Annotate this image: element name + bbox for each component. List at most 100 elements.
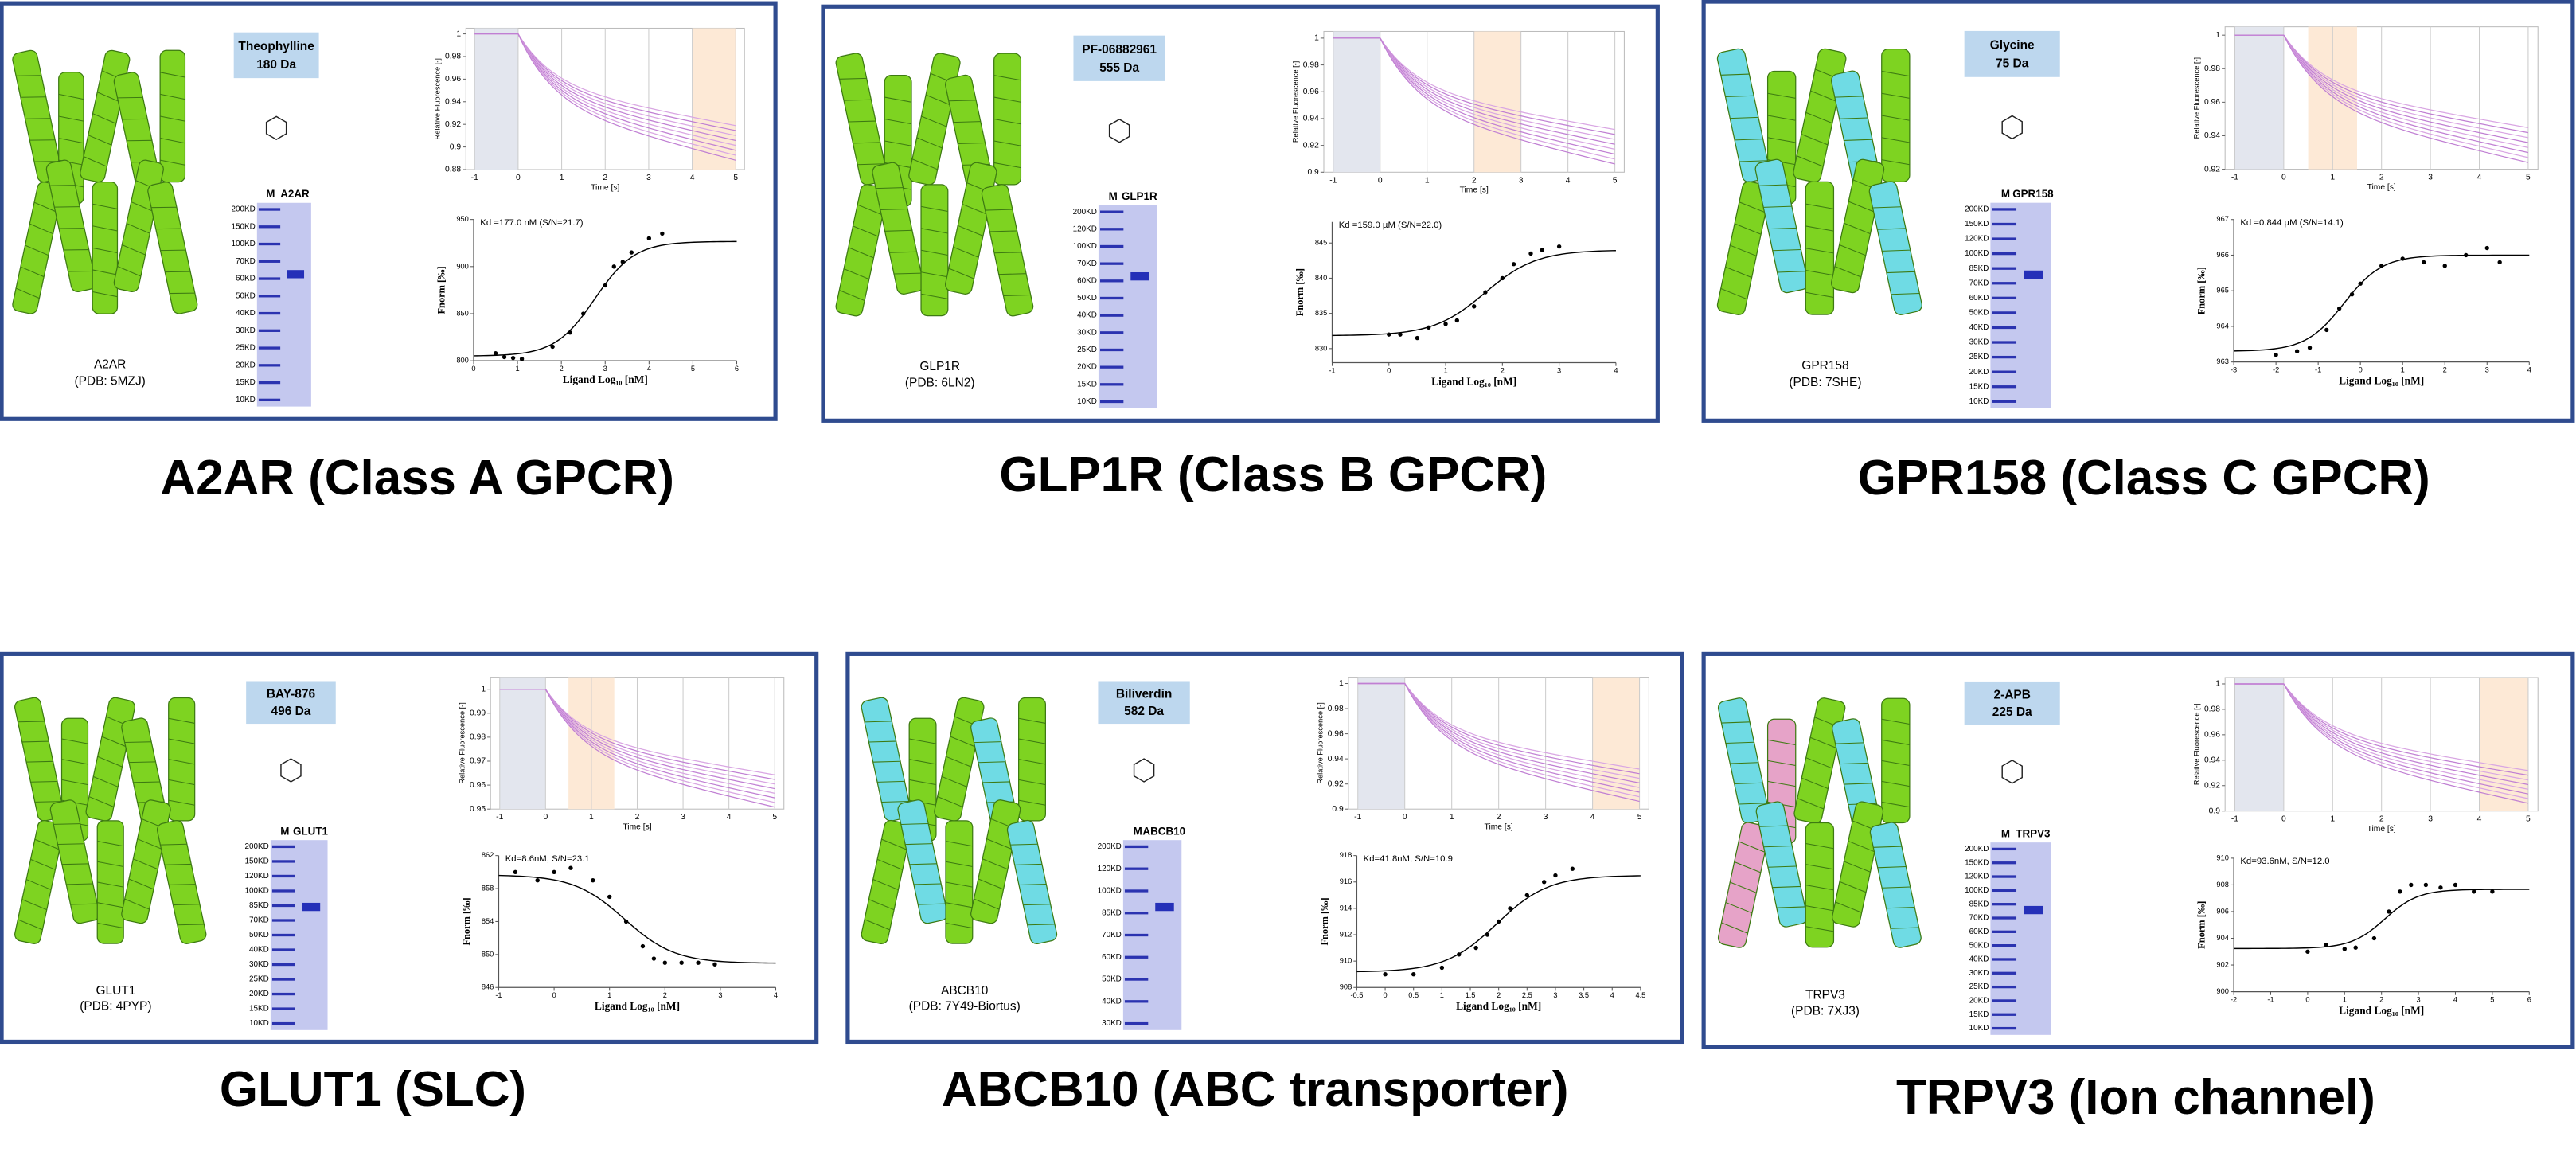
helix-stripe	[1739, 803, 1767, 805]
y-axis-label: Relative Fluorescence [-]	[2193, 704, 2201, 785]
helix	[1755, 801, 1808, 928]
helix-stripe	[160, 93, 185, 100]
cold-region	[2234, 26, 2284, 170]
marker-band	[258, 398, 281, 402]
helix-stripe	[909, 759, 937, 765]
gel-marker-label: 120KD	[1965, 873, 1989, 881]
helix-stripe	[974, 741, 1001, 744]
helix-stripe	[61, 863, 89, 865]
helix-stripe	[1014, 863, 1042, 865]
helix-stripe	[1734, 861, 1761, 873]
helix-stripe	[160, 72, 185, 78]
x-tick-label: 5	[2490, 995, 2494, 1003]
x-tick-label: 3	[1544, 813, 1548, 822]
helix-stripe	[1018, 759, 1046, 765]
helix-stripe	[853, 142, 880, 144]
gel-marker-label: 20KD	[236, 361, 256, 369]
helix-stripe	[993, 119, 1021, 125]
x-tick-label: 0	[471, 365, 475, 373]
protein-name: GPR158	[1801, 359, 1848, 373]
gel-marker-label: 40KD	[1077, 311, 1097, 320]
gel	[1990, 202, 2051, 408]
y-tick-label: 0.92	[1328, 779, 1344, 788]
helix-stripe	[29, 139, 56, 141]
protein-pdb: (PDB: 4PYP)	[80, 1000, 151, 1014]
y-tick-label: 0.95	[470, 805, 486, 814]
helix-stripe	[909, 738, 937, 744]
data-point	[607, 894, 612, 900]
data-point	[1473, 945, 1478, 951]
helix-stripe	[920, 205, 948, 213]
helix-stripe	[1805, 885, 1834, 891]
cold-region	[474, 28, 518, 170]
y-tick-label: 1	[1339, 679, 1344, 688]
helix-stripe	[993, 162, 1021, 169]
gel-marker-label: 10KD	[1077, 397, 1097, 406]
x-tick-label: 2	[2379, 815, 2384, 824]
gel-marker-label: 200KD	[1098, 842, 1122, 851]
gel-marker-label: 20KD	[1077, 363, 1097, 372]
helix-stripe	[916, 137, 943, 149]
data-point	[1443, 322, 1448, 326]
helix-stripe	[872, 878, 899, 891]
helix-stripe	[93, 775, 119, 787]
data-point	[640, 943, 646, 949]
data-point	[1426, 325, 1431, 330]
x-tick-label: 4.5	[1635, 991, 1645, 999]
marker-band	[271, 919, 295, 922]
helix-stripe	[1886, 906, 1915, 909]
helix-stripe	[900, 822, 929, 825]
helix-stripe	[986, 838, 1013, 850]
protein-pdb: (PDB: 7XJ3)	[1791, 1004, 1860, 1018]
helix-stripe	[1805, 203, 1834, 209]
helix-stripe	[881, 838, 907, 850]
gel-marker-label: 100KD	[1098, 887, 1122, 896]
y-tick-label: 0.88	[445, 166, 461, 174]
gel-marker-label: 50KD	[1077, 294, 1097, 303]
helix-stripe	[1739, 201, 1766, 213]
helix-stripe	[1805, 926, 1834, 932]
gel-marker-label: 150KD	[1965, 220, 1989, 229]
marker-band	[1099, 296, 1124, 300]
helix-stripe	[53, 823, 80, 825]
x-tick-label: -1	[471, 174, 478, 182]
helix-stripe	[124, 741, 152, 744]
helix-stripe	[1763, 845, 1793, 848]
data-point	[1553, 873, 1558, 878]
x-axis-label: Time [s]	[1485, 823, 1513, 832]
helix-stripe	[1720, 73, 1750, 76]
helix	[92, 182, 119, 314]
data-point	[623, 919, 629, 924]
marker-band	[1992, 282, 2017, 285]
y-tick-label: 1	[456, 29, 461, 38]
helix-stripe	[920, 228, 948, 234]
y-tick-label: 902	[2216, 960, 2228, 968]
helix-stripe	[29, 223, 53, 235]
marker-band	[1992, 296, 2017, 299]
ligand-structure	[2001, 115, 2023, 140]
gel-marker-label: 15KD	[249, 1005, 269, 1014]
x-tick-label: 6	[2527, 995, 2531, 1003]
helix-stripe	[985, 209, 1013, 211]
data-point	[1411, 972, 1416, 977]
data-point	[2484, 245, 2489, 251]
helix-stripe	[1834, 96, 1864, 98]
x-tick-label: -1	[1329, 366, 1335, 374]
data-point	[696, 960, 701, 965]
gel-marker-label: 120KD	[1073, 225, 1097, 233]
gel-marker-label: 70KD	[1102, 931, 1122, 939]
helix-stripe	[168, 717, 195, 724]
protein-name: TRPV3	[1805, 989, 1845, 1002]
helix-stripe	[33, 201, 58, 213]
helix-stripe	[1772, 885, 1801, 889]
helix-stripe	[1882, 886, 1911, 889]
helix-stripe	[1767, 115, 1796, 121]
helix-stripe	[160, 115, 185, 122]
x-tick-label: 2	[663, 991, 667, 999]
helix-stripe	[1834, 266, 1862, 278]
x-tick-label: 4	[1610, 991, 1614, 999]
x-tick-label: -1	[2267, 995, 2274, 1003]
x-tick-label: 1	[2401, 365, 2405, 373]
helix-stripe	[1810, 90, 1837, 103]
data-point	[1415, 335, 1420, 341]
